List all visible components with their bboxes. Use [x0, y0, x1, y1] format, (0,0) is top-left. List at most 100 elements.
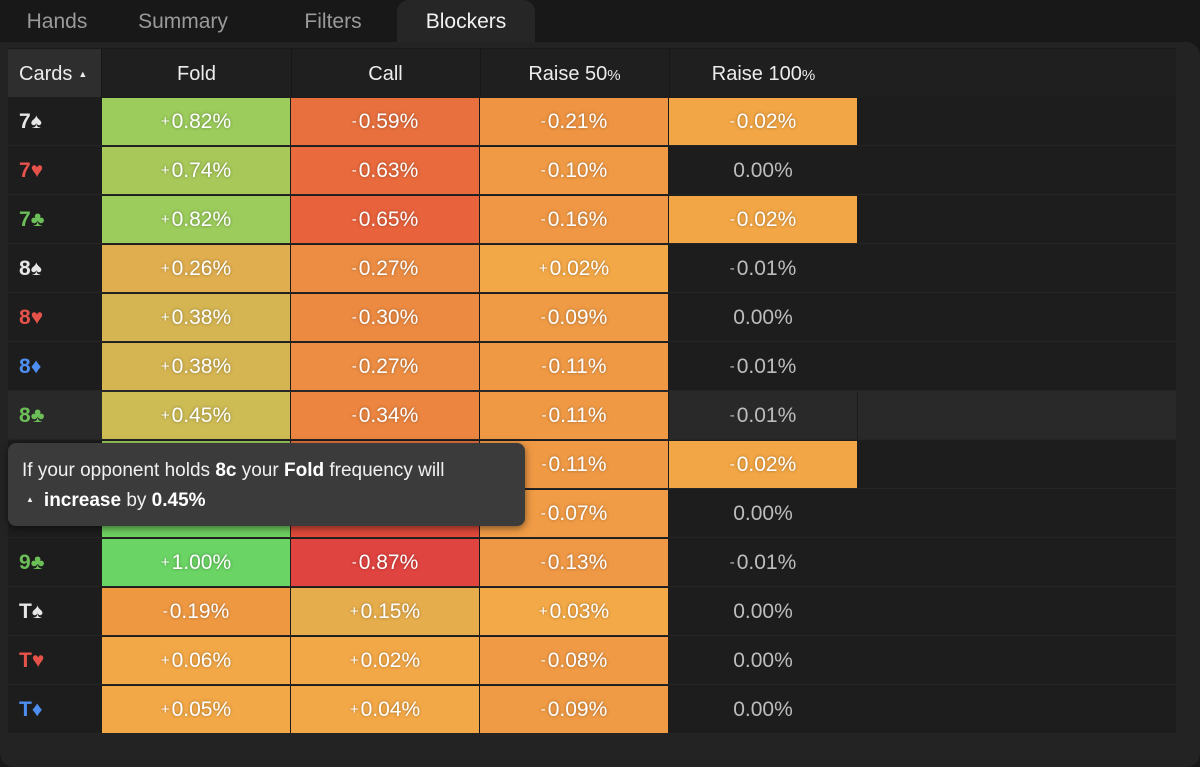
table-row[interactable]: T♠ -0.19% +0.15% +0.03% 0.00%: [8, 587, 1176, 636]
fold-cell[interactable]: +0.26%: [102, 245, 291, 292]
fold-cell[interactable]: +0.06%: [102, 637, 291, 684]
delta-value: 0.34%: [358, 404, 419, 427]
tooltip-amount: 0.45%: [151, 490, 206, 511]
raise100-cell[interactable]: -0.01%: [669, 343, 858, 390]
raise50-cell[interactable]: -0.10%: [480, 147, 669, 194]
tab-summary[interactable]: Summary: [138, 10, 228, 33]
delta-value: 0.13%: [547, 551, 608, 574]
call-cell[interactable]: -0.87%: [291, 539, 480, 586]
fold-cell[interactable]: +0.38%: [102, 343, 291, 390]
card-suit-icon: ♥: [30, 159, 44, 182]
raise50-cell[interactable]: -0.11%: [480, 392, 669, 439]
delta-value: 0.01%: [736, 551, 797, 574]
card-label: 7♠: [19, 97, 42, 146]
tab-filters[interactable]: Filters: [304, 10, 362, 33]
call-cell[interactable]: -0.65%: [291, 196, 480, 243]
delta-value: 0.02%: [736, 110, 797, 133]
call-cell[interactable]: -0.63%: [291, 147, 480, 194]
raise50-cell[interactable]: +0.03%: [480, 588, 669, 635]
raise50-cell[interactable]: -0.09%: [480, 294, 669, 341]
card-rank: 9: [19, 551, 31, 574]
blockers-table: Cards ▲ Fold Call Raise 50% Raise 100% 7♠…: [8, 48, 1176, 734]
raise50-cell[interactable]: -0.09%: [480, 686, 669, 733]
column-header-call[interactable]: Call: [291, 49, 481, 97]
delta-sign: -: [540, 652, 546, 669]
table-row[interactable]: 8♣ +0.45% -0.34% -0.11% -0.01%: [8, 391, 1176, 440]
card-suit-icon: ♠: [31, 600, 43, 623]
table-row[interactable]: T♦ +0.05% +0.04% -0.09% 0.00%: [8, 685, 1176, 734]
raise100-cell[interactable]: 0.00%: [669, 294, 858, 341]
table-row[interactable]: 8♦ +0.38% -0.27% -0.11% -0.01%: [8, 342, 1176, 391]
card-rank: 8: [19, 355, 31, 378]
call-cell[interactable]: -0.27%: [291, 343, 480, 390]
raise100-cell[interactable]: 0.00%: [669, 686, 858, 733]
raise100-cell[interactable]: -0.02%: [669, 98, 858, 145]
raise50-cell[interactable]: -0.21%: [480, 98, 669, 145]
table-row[interactable]: 8♠ +0.26% -0.27% +0.02% -0.01%: [8, 244, 1176, 293]
delta-value: 0.45%: [171, 404, 232, 427]
fold-cell[interactable]: +0.82%: [102, 196, 291, 243]
card-suit-icon: ♣: [30, 404, 45, 427]
delta-value: 0.65%: [358, 208, 419, 231]
fold-cell[interactable]: +0.05%: [102, 686, 291, 733]
column-header-cards[interactable]: Cards ▲: [8, 49, 102, 97]
raise100-cell[interactable]: 0.00%: [669, 588, 858, 635]
call-cell[interactable]: +0.02%: [291, 637, 480, 684]
delta-value: 0.09%: [547, 698, 608, 721]
tab-blockers[interactable]: Blockers: [397, 0, 535, 42]
raise100-cell[interactable]: -0.01%: [669, 245, 858, 292]
card-rank: 8: [19, 306, 31, 329]
raise100-cell[interactable]: 0.00%: [669, 490, 858, 537]
raise100-cell[interactable]: -0.02%: [669, 441, 858, 488]
delta-sign: -: [729, 113, 735, 130]
table-row[interactable]: 8♥ +0.38% -0.30% -0.09% 0.00%: [8, 293, 1176, 342]
table-row[interactable]: 7♣ +0.82% -0.65% -0.16% -0.02%: [8, 195, 1176, 244]
call-cell[interactable]: +0.04%: [291, 686, 480, 733]
call-cell[interactable]: -0.30%: [291, 294, 480, 341]
fold-cell[interactable]: -0.19%: [102, 588, 291, 635]
raise50-cell[interactable]: +0.02%: [480, 245, 669, 292]
delta-sign: -: [351, 162, 357, 179]
raise100-cell[interactable]: -0.02%: [669, 196, 858, 243]
fold-cell[interactable]: +0.74%: [102, 147, 291, 194]
delta-value: 0.11%: [548, 453, 607, 476]
tab-hands[interactable]: Hands: [26, 10, 88, 33]
delta-sign: -: [540, 162, 546, 179]
fold-cell[interactable]: +0.45%: [102, 392, 291, 439]
table-row[interactable]: 7♥ +0.74% -0.63% -0.10% 0.00%: [8, 146, 1176, 195]
delta-sign: -: [540, 211, 546, 228]
raise100-cell[interactable]: 0.00%: [669, 147, 858, 194]
raise50-cell[interactable]: -0.11%: [480, 343, 669, 390]
delta-sign: +: [538, 260, 548, 277]
call-cell[interactable]: -0.59%: [291, 98, 480, 145]
raise50-cell[interactable]: -0.16%: [480, 196, 669, 243]
delta-value: 0.00%: [733, 649, 793, 672]
table-row[interactable]: T♥ +0.06% +0.02% -0.08% 0.00%: [8, 636, 1176, 685]
table-row[interactable]: 7♠ +0.82% -0.59% -0.21% -0.02%: [8, 97, 1176, 146]
call-cell[interactable]: -0.27%: [291, 245, 480, 292]
call-cell[interactable]: -0.34%: [291, 392, 480, 439]
delta-sign: -: [351, 113, 357, 130]
fold-cell[interactable]: +1.00%: [102, 539, 291, 586]
raise100-cell[interactable]: -0.01%: [669, 392, 858, 439]
column-header-raise-50[interactable]: Raise 50%: [480, 49, 670, 97]
delta-value: 0.03%: [549, 600, 610, 623]
card-suit-icon: ♦: [30, 355, 42, 378]
column-header-raise-100[interactable]: Raise 100%: [669, 49, 858, 97]
raise100-cell[interactable]: -0.01%: [669, 539, 858, 586]
call-cell[interactable]: +0.15%: [291, 588, 480, 635]
table-row[interactable]: 9♣ +1.00% -0.87% -0.13% -0.01%: [8, 538, 1176, 587]
raise50-cell[interactable]: -0.13%: [480, 539, 669, 586]
raise100-cell[interactable]: 0.00%: [669, 637, 858, 684]
fold-cell[interactable]: +0.38%: [102, 294, 291, 341]
fold-cell[interactable]: +0.82%: [102, 98, 291, 145]
delta-value: 0.00%: [733, 159, 793, 182]
delta-sign: +: [160, 652, 170, 669]
delta-sign: +: [349, 603, 359, 620]
table-body: 7♠ +0.82% -0.59% -0.21% -0.02% 7♥ +0.74% -0.63%…: [8, 97, 1176, 734]
raise50-cell[interactable]: -0.08%: [480, 637, 669, 684]
card-rank: 7: [19, 159, 31, 182]
column-header-fold[interactable]: Fold: [102, 49, 292, 97]
delta-value: 0.02%: [736, 208, 797, 231]
card-rank: 8: [19, 257, 31, 280]
